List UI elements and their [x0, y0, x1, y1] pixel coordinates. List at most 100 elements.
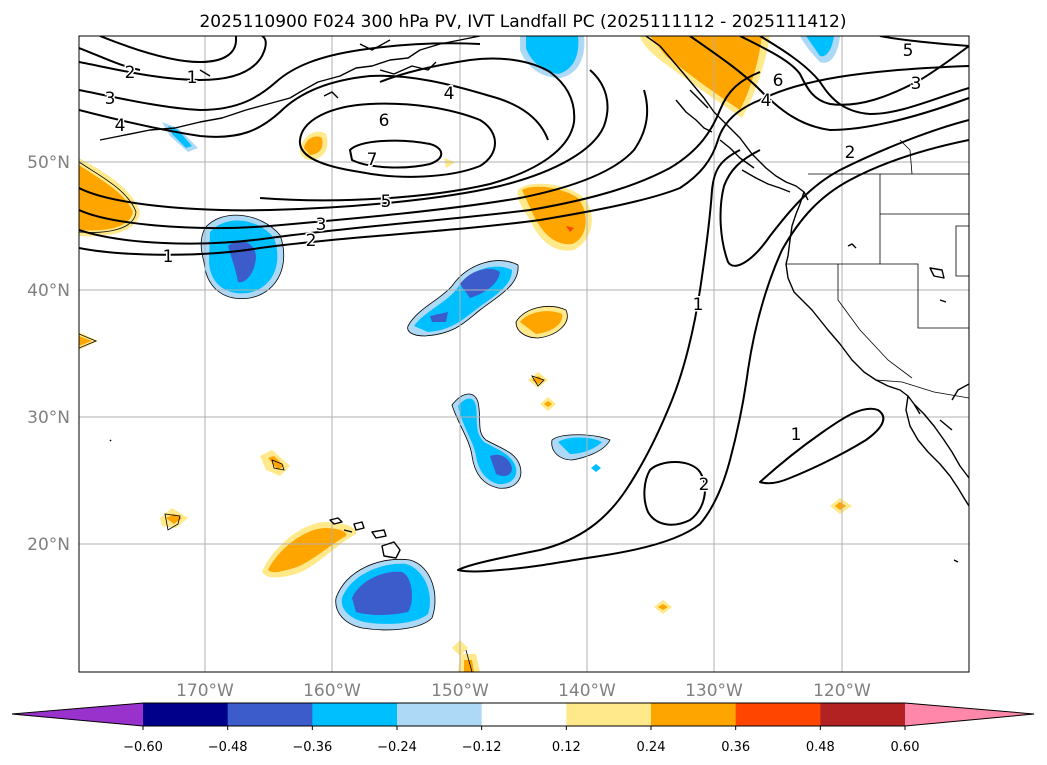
lat-label-40n: 40°N	[27, 281, 70, 301]
contour-label-7: 7	[367, 150, 378, 170]
negative-anomaly-150w-core2	[430, 312, 448, 322]
positive-anomaly-162w-core	[268, 528, 347, 573]
colorbar-tick-label: −0.60	[123, 740, 163, 755]
contour-4	[79, 69, 609, 212]
positive-anomaly-161w-core	[304, 136, 323, 155]
lon-label-140w: 140°W	[558, 681, 616, 701]
contour-6-east	[739, 36, 969, 106]
contour-1-closed	[759, 407, 885, 485]
contour-label-3-ne: 3	[911, 74, 922, 94]
contour-1-upper	[99, 36, 237, 63]
contour-5-east	[759, 36, 969, 115]
positive-anomaly-142w-core	[566, 226, 574, 232]
colorbar-segment	[312, 703, 398, 726]
positive-anomaly-bc-coast-core	[650, 36, 762, 110]
contour-label-1: 1	[163, 247, 174, 267]
positive-anomaly-dot-4-core	[658, 604, 668, 610]
contour-2-closed	[643, 461, 706, 526]
lon-label-130w: 130°W	[685, 681, 743, 701]
lon-label-150w: 150°W	[431, 681, 489, 701]
figure-title: 2025110900 F024 300 hPa PV, IVT Landfall…	[199, 12, 846, 32]
colorbar-tick-label: 0.24	[637, 740, 666, 755]
contour-label-4-nw: 4	[115, 116, 126, 136]
contour-label-5-ne: 5	[903, 41, 914, 61]
map-background	[79, 36, 969, 672]
bc-coast	[645, 36, 809, 201]
contour-2-upper	[79, 36, 267, 81]
contour-label-5: 5	[381, 192, 392, 212]
contour-label-2-ne: 2	[845, 143, 856, 163]
colorbar-tick-labels: −0.60 −0.48 −0.36 −0.24 −0.12 0.12 0.24 0.36 0.4…	[123, 740, 919, 755]
negative-anomaly-139w-mid	[558, 437, 602, 454]
contour-5	[259, 57, 576, 202]
colorbar-segment	[481, 703, 567, 726]
contour-3	[79, 89, 649, 230]
lat-label-50n: 50°N	[27, 153, 70, 173]
contour-4-upper	[79, 74, 549, 141]
alaska-coast	[99, 36, 481, 141]
contour-6-east-top	[879, 36, 969, 47]
negative-anomaly-150w-core	[460, 268, 500, 298]
contour-label-6: 6	[379, 111, 390, 131]
colorbar-tick-label: −0.36	[292, 740, 332, 755]
colorbar-segment	[143, 703, 229, 726]
colorbar-ticks	[142, 726, 906, 730]
us-west-coast	[785, 191, 921, 415]
contour-label-1-trough: 1	[693, 295, 704, 315]
contour-2-left	[79, 47, 141, 71]
negative-anomaly-top-139w-mid	[526, 36, 579, 74]
positive-anomaly-173w-core	[166, 514, 182, 524]
colorbar-tick-label: 0.60	[891, 740, 920, 755]
contour-label-2-closed: 2	[699, 475, 710, 495]
colorbar-extend-max	[905, 703, 1034, 726]
negative-anomaly-148w-core	[490, 454, 512, 476]
colorbar-extend-min	[12, 703, 143, 726]
latitude-labels: 50°N 40°N 30°N 20°N	[27, 153, 70, 555]
contour-label-4: 4	[444, 84, 455, 104]
negative-anomaly-top-122w-mid	[806, 36, 834, 57]
map-panel: 1 2 3 4 5 6 7 1 2 3 4 5 6 4 3 2 1 2 1	[78, 35, 970, 673]
positive-anomaly-165w-core	[268, 456, 284, 470]
colorbar-tick-label: 0.12	[552, 740, 581, 755]
colorbar-tick-label: 0.48	[806, 740, 835, 755]
colorbar-tick-label: −0.24	[377, 740, 417, 755]
lat-label-20n: 20°N	[27, 535, 70, 555]
positive-anomaly-142w-south-core	[520, 311, 563, 334]
contour-1-north	[79, 65, 969, 256]
contour-label-6-ne: 6	[773, 71, 784, 91]
colorbar-tick-label: −0.48	[208, 740, 248, 755]
colorbar-tick-label: −0.12	[462, 740, 502, 755]
colorbar-segment	[820, 703, 906, 726]
hawaii-islands	[329, 517, 343, 525]
positive-anomaly-small-150w	[444, 158, 456, 168]
colorbar-segment	[566, 703, 652, 726]
contour-label-1-nw: 1	[187, 68, 198, 88]
contour-6	[298, 102, 496, 178]
contour-label-2: 2	[306, 231, 317, 251]
contour-label-3-nw: 3	[105, 89, 116, 109]
colorbar-segment	[397, 703, 483, 726]
longitude-labels: 170°W 160°W 150°W 140°W 130°W 120°W	[176, 681, 871, 701]
contour-label-1-closed: 1	[791, 425, 802, 445]
contour-label-3: 3	[316, 215, 327, 235]
colorbar-segments	[12, 703, 1034, 726]
contour-7	[349, 139, 443, 169]
contour-3-upper	[79, 42, 481, 111]
graticule	[79, 36, 969, 672]
negative-anomaly-small	[591, 464, 601, 472]
contour-4-east	[689, 36, 969, 131]
colorbar-tick-label: 0.36	[721, 740, 750, 755]
baja-coast	[905, 395, 969, 507]
contour-label-4-ne: 4	[761, 91, 772, 111]
positive-anomaly-west-small-core	[79, 336, 92, 346]
colorbar-segment	[651, 703, 737, 726]
colorbar: −0.60 −0.48 −0.36 −0.24 −0.12 0.12 0.24 0.36 0.4…	[11, 702, 1035, 755]
colorbar-segment	[227, 703, 313, 726]
lon-label-160w: 160°W	[303, 681, 361, 701]
positive-anomaly-dot-1-core	[532, 376, 544, 384]
contour-2-east	[719, 119, 969, 267]
colorbar-frame	[11, 702, 1035, 727]
positive-anomaly-dot-5-core	[835, 502, 846, 510]
lat-label-30n: 30°N	[27, 408, 70, 428]
